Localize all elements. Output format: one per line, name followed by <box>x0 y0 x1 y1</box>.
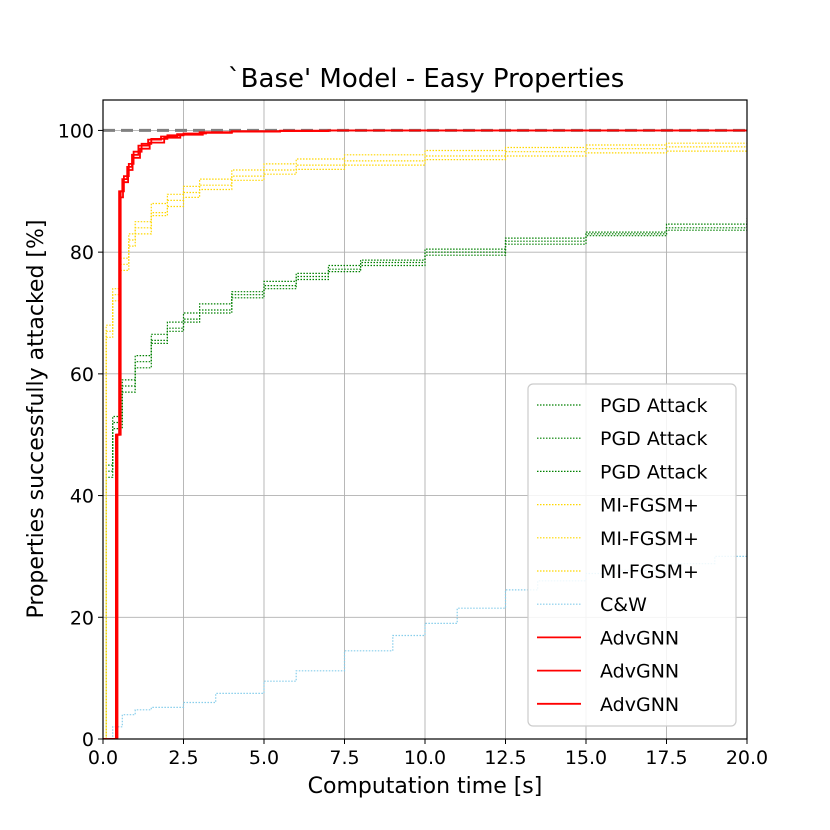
legend-box <box>527 383 737 727</box>
legend-label: MI-FGSM+ <box>600 528 699 550</box>
plot-lines <box>103 128 747 739</box>
x-tick-label: 17.5 <box>645 747 687 769</box>
x-axis-ticks: 0.0 2.5 5.0 7.5 10.0 12.5 15.0 17.5 20.0 <box>88 739 768 769</box>
y-axis-ticks: 0 20 40 60 80 100 <box>58 120 103 751</box>
series-line-mi-fgsm--5 <box>103 142 747 739</box>
y-tick-label: 80 <box>70 242 94 264</box>
series-line-pgd-attack-1 <box>103 218 747 739</box>
legend-label: MI-FGSM+ <box>600 495 699 517</box>
legend-label: PGD Attack <box>600 428 708 450</box>
legend-label: AdvGNN <box>600 661 679 683</box>
x-tick-label: 20.0 <box>726 747 768 769</box>
x-tick-label: 15.0 <box>565 747 607 769</box>
legend: PGD Attack PGD Attack PGD Attack MI-FGSM+ MI… <box>527 383 737 727</box>
plot-frame <box>102 99 748 740</box>
series-line-mi-fgsm--4 <box>103 149 747 739</box>
x-tick-label: 2.5 <box>168 747 198 769</box>
chart-title: `Base' Model - Easy Properties <box>228 64 625 94</box>
y-axis-label: Properties successfully attacked [%] <box>24 220 49 619</box>
x-tick-label: 0.0 <box>88 747 118 769</box>
x-tick-label: 5.0 <box>249 747 279 769</box>
legend-label: PGD Attack <box>600 461 708 483</box>
legend-label: PGD Attack <box>600 395 708 417</box>
y-tick-label: 100 <box>58 120 94 142</box>
series-line-pgd-attack-2 <box>103 224 747 739</box>
x-tick-label: 12.5 <box>484 747 526 769</box>
x-tick-label: 10.0 <box>404 747 446 769</box>
legend-label: AdvGNN <box>600 694 679 716</box>
series-line-c-w-6 <box>103 551 747 739</box>
y-tick-label: 0 <box>82 729 94 751</box>
series-line-advgnn-9 <box>103 129 747 739</box>
y-tick-label: 20 <box>70 607 94 629</box>
legend-label: AdvGNN <box>600 627 679 649</box>
y-tick-label: 60 <box>70 364 94 386</box>
x-axis-label: Computation time [s] <box>308 774 543 799</box>
y-tick-label: 40 <box>70 486 94 508</box>
x-tick-label: 7.5 <box>329 747 359 769</box>
legend-label: MI-FGSM+ <box>600 561 699 583</box>
legend-label: C&W <box>600 594 647 616</box>
